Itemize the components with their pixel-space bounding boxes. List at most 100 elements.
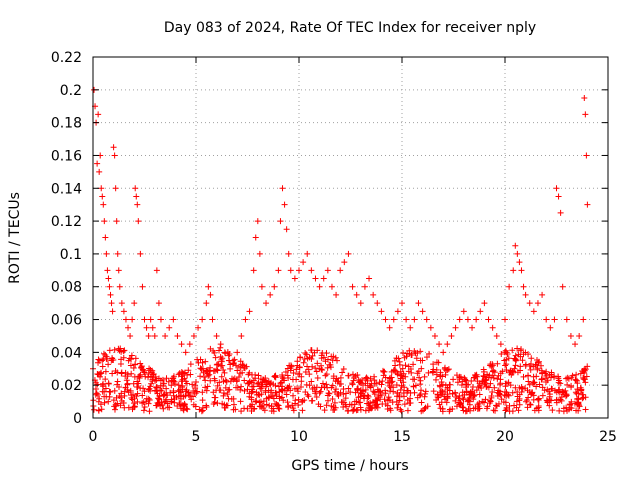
data-point [234,349,241,356]
data-point [477,308,484,315]
data-point [98,185,105,192]
data-point [370,291,377,298]
data-point [357,300,364,307]
y-tick-label: 0.14 [51,181,82,197]
data-point [275,267,282,274]
data-point [394,308,401,315]
data-point [230,357,237,364]
tick-labels-layer: 0 0.02 0.04 0.06 0.08 0.1 0.12 0.14 0.16 0.18 0.2 0… [51,50,617,445]
data-point [333,291,340,298]
data-point [555,193,562,200]
data-point [258,283,265,290]
data-point [99,193,106,200]
data-point [195,324,202,331]
y-tick-label: 0.12 [51,214,82,230]
data-point [539,291,546,298]
y-axis-label: ROTI / TECUs [7,192,23,284]
data-point [101,218,108,225]
data-point [256,250,263,257]
data-point [308,267,315,274]
data-point [320,275,327,282]
data-point [105,275,112,282]
data-point [104,267,111,274]
data-point [132,185,139,192]
data-point [116,283,123,290]
data-point [94,160,101,167]
data-point [285,250,292,257]
data-point [436,341,443,348]
y-tick-label: 0 [73,411,82,427]
data-point [423,316,430,323]
data-point [489,324,496,331]
data-point [460,308,467,315]
data-point [300,259,307,266]
data-point [296,267,302,274]
data-point [143,324,150,331]
data-point [522,291,529,298]
data-point [580,316,587,323]
data-point [304,250,311,257]
data-point [283,226,290,233]
data-point [547,324,554,331]
data-point [324,267,331,274]
plot-frame [92,56,609,419]
data-point [267,291,274,298]
y-tick-label: 0.18 [51,116,82,132]
data-point [553,185,560,192]
data-point [337,267,344,274]
data-point [122,316,129,323]
data-point [238,332,245,339]
data-point [242,316,249,323]
data-point [312,275,319,282]
y-tick-label: 0.22 [51,50,82,66]
data-point [386,324,393,331]
data-point [118,300,125,307]
data-point [516,259,523,266]
data-point [456,316,463,323]
data-point [353,291,360,298]
data-point [530,308,537,315]
chart-title: Day 083 of 2024, Rate Of TEC Index for r… [164,20,536,36]
data-point [277,218,284,225]
data-point [209,316,216,323]
data-point [341,259,348,266]
data-point [95,111,102,118]
data-point [113,218,120,225]
data-point [108,300,115,307]
data-point [506,283,513,290]
data-point [147,316,154,323]
x-tick-label: 15 [393,429,411,445]
data-point [464,316,471,323]
x-tick-label: 20 [496,429,514,445]
data-point [178,341,185,348]
data-point [279,185,286,192]
data-point [452,324,459,331]
data-point [534,300,541,307]
data-point [497,341,504,348]
data-point [576,332,583,339]
data-point [520,283,527,290]
data-point [469,324,476,331]
data-point [514,250,521,257]
data-point [378,308,385,315]
data-point [403,316,410,323]
baseline-points-cluster [90,344,591,415]
ticks-layer [92,56,609,419]
data-point [559,283,566,290]
data-point [493,332,500,339]
y-tick-label: 0.06 [51,313,82,329]
data-point [203,300,210,307]
data-point [431,332,438,339]
noise-band-layer [90,344,591,415]
data-point [96,168,103,175]
data-point [345,250,352,257]
data-point [361,283,368,290]
data-point [382,316,389,323]
data-point [254,218,261,225]
data-point [109,308,116,315]
data-point [102,234,109,241]
y-tick-label: 0.04 [51,345,82,361]
data-point [145,332,152,339]
data-point [166,324,173,331]
data-point [137,250,144,257]
